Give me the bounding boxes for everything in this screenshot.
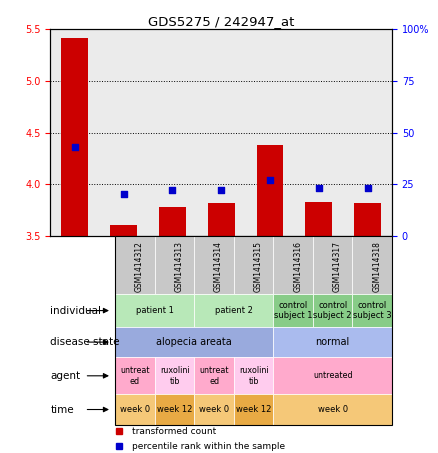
Text: disease state: disease state [50, 337, 120, 347]
Text: transformed count: transformed count [132, 427, 217, 436]
Bar [115, 294, 194, 327]
Text: ruxolini
tib: ruxolini tib [239, 366, 268, 386]
Text: untreated: untreated [313, 371, 353, 381]
Text: ruxolini
tib: ruxolini tib [160, 366, 189, 386]
Point [266, 176, 273, 183]
Text: agent: agent [50, 371, 81, 381]
Bar [234, 394, 273, 425]
Bar [305, 202, 332, 236]
Bar [208, 202, 235, 236]
Bar [115, 394, 155, 425]
Text: GSM1414315: GSM1414315 [254, 241, 263, 292]
Bar [273, 236, 313, 294]
Text: normal: normal [316, 337, 350, 347]
Bar [155, 236, 194, 294]
Text: untreat
ed: untreat ed [199, 366, 229, 386]
Bar [61, 38, 88, 236]
Point [169, 187, 176, 194]
Bar [353, 294, 392, 327]
Bar [194, 236, 234, 294]
Bar [246, 29, 294, 236]
Bar [273, 327, 392, 357]
Bar [115, 357, 155, 394]
Bar [115, 236, 392, 425]
Bar [155, 394, 194, 425]
Bar [313, 236, 353, 294]
Bar [257, 145, 283, 236]
Bar [194, 394, 234, 425]
Bar [234, 236, 273, 294]
Bar [343, 29, 392, 236]
Title: GDS5275 / 242947_at: GDS5275 / 242947_at [148, 15, 294, 28]
Bar [273, 357, 392, 394]
Text: week 0: week 0 [318, 405, 348, 414]
Text: time: time [50, 405, 74, 414]
Text: week 12: week 12 [157, 405, 192, 414]
Text: GSM1414317: GSM1414317 [333, 241, 342, 292]
Text: GSM1414316: GSM1414316 [293, 241, 302, 292]
Text: GSM1414313: GSM1414313 [175, 241, 184, 292]
Bar [234, 357, 273, 394]
Text: patient 2: patient 2 [215, 306, 253, 315]
Text: alopecia areata: alopecia areata [156, 337, 232, 347]
Bar [273, 394, 392, 425]
Point [315, 184, 322, 192]
Bar [353, 236, 392, 294]
Bar [50, 29, 99, 236]
Point [120, 191, 127, 198]
Text: GSM1414312: GSM1414312 [135, 241, 144, 292]
Bar [194, 357, 234, 394]
Bar [148, 29, 197, 236]
Text: individual: individual [50, 306, 101, 316]
Bar [115, 236, 155, 294]
Bar [354, 202, 381, 236]
Text: control
subject 3: control subject 3 [353, 301, 392, 320]
Text: percentile rank within the sample: percentile rank within the sample [132, 442, 286, 451]
Bar [294, 29, 343, 236]
Bar [194, 294, 273, 327]
Point [71, 143, 78, 150]
Bar [99, 29, 148, 236]
Bar [197, 29, 246, 236]
Text: control
subject 1: control subject 1 [274, 301, 312, 320]
Text: control
subject 2: control subject 2 [314, 301, 352, 320]
Point [218, 187, 225, 194]
Bar [313, 294, 353, 327]
Bar [159, 207, 186, 236]
Text: week 0: week 0 [199, 405, 229, 414]
Bar [155, 357, 194, 394]
Text: week 0: week 0 [120, 405, 150, 414]
Bar [110, 225, 137, 236]
Bar [115, 327, 273, 357]
Text: week 12: week 12 [236, 405, 271, 414]
Text: GSM1414314: GSM1414314 [214, 241, 223, 292]
Text: patient 1: patient 1 [136, 306, 174, 315]
Text: untreat
ed: untreat ed [120, 366, 150, 386]
Point [364, 184, 371, 192]
Bar [273, 294, 313, 327]
Text: GSM1414318: GSM1414318 [372, 241, 381, 292]
